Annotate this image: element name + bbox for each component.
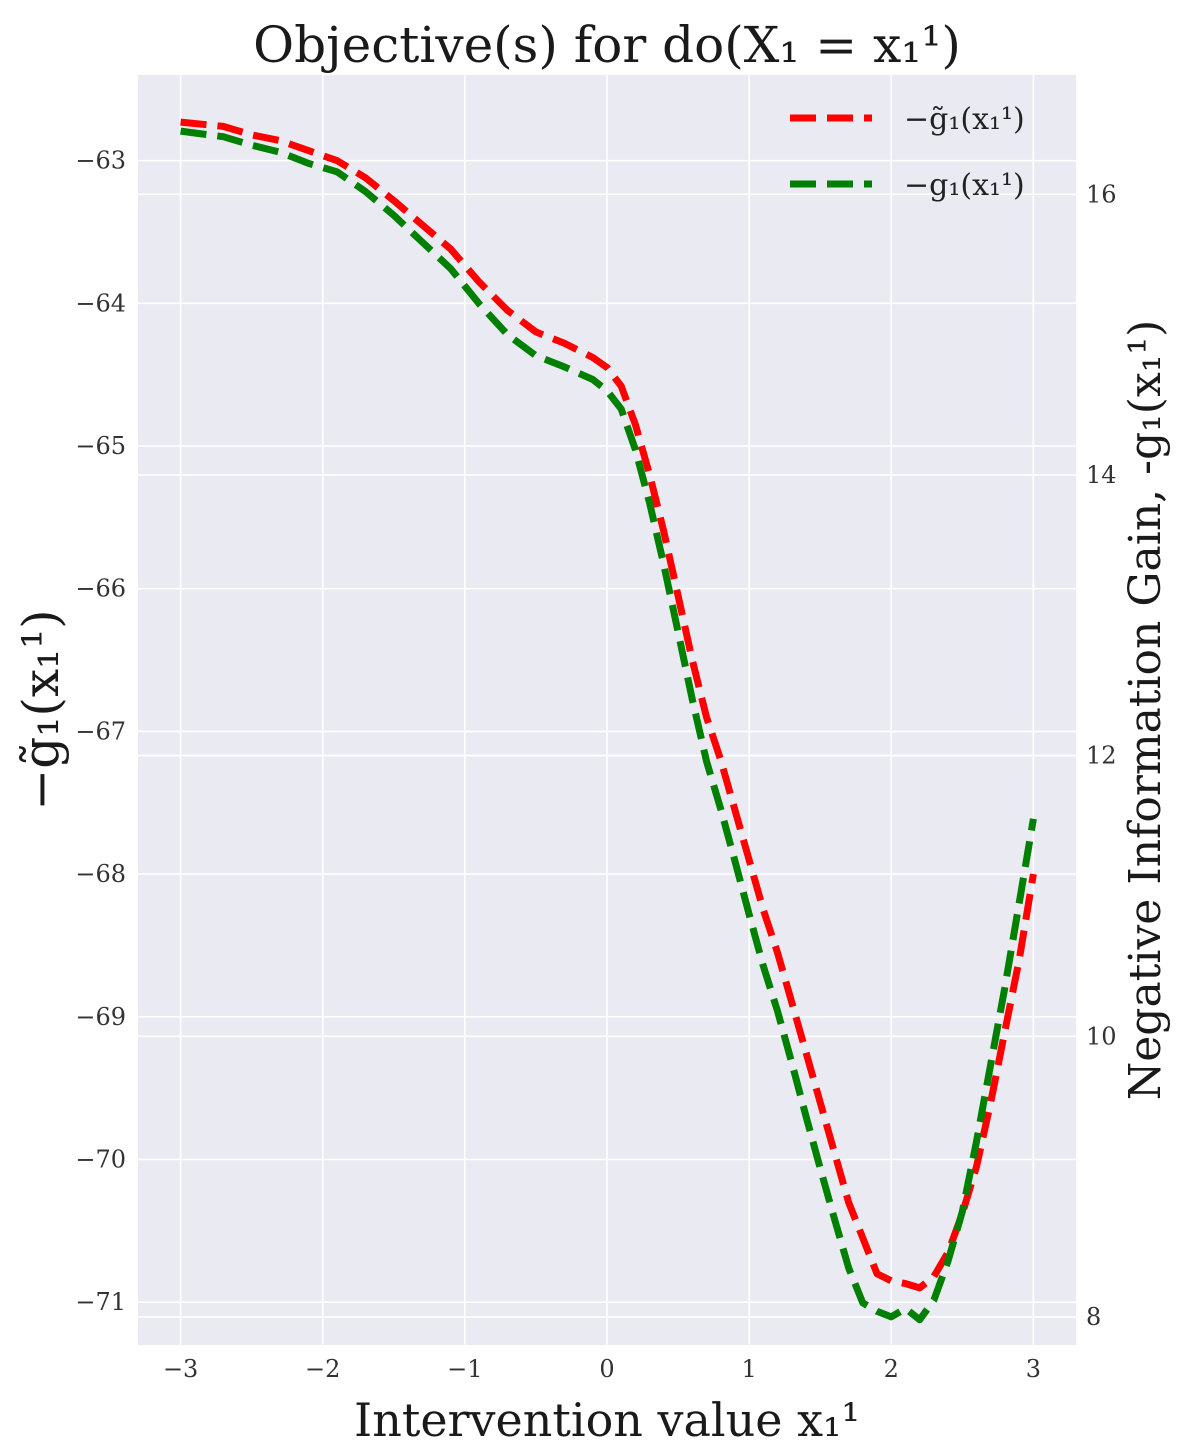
y-left-tick-label: −68 xyxy=(75,860,126,888)
y-right-axis-label: Negative Information Gain, -g₁(x₁¹) xyxy=(1120,320,1171,1100)
x-tick-label: 2 xyxy=(884,1355,899,1383)
y-right-tick-label: 10 xyxy=(1086,1022,1117,1050)
x-tick-label: −2 xyxy=(305,1355,340,1383)
x-tick-labels: −3 −2 −1 0 1 2 3 xyxy=(163,1355,1041,1383)
x-tick-label: 0 xyxy=(599,1355,614,1383)
legend-label-1: −g̃₁(x₁¹) xyxy=(904,102,1025,137)
x-tick-label: −1 xyxy=(447,1355,482,1383)
x-tick-label: −3 xyxy=(163,1355,198,1383)
series-lines xyxy=(180,118,1037,1324)
series-line-1 xyxy=(180,118,1037,1292)
y-right-tick-label: 14 xyxy=(1086,461,1117,489)
series-line-2 xyxy=(180,127,1037,1324)
y-left-tick-label: −65 xyxy=(75,432,126,460)
y-right-tick-label: 12 xyxy=(1086,742,1117,770)
y-left-tick-label: −63 xyxy=(75,147,126,175)
y-left-tick-label: −66 xyxy=(75,575,126,603)
y-left-tick-labels: −63 −64 −65 −66 −67 −68 −69 −70 −71 xyxy=(75,147,126,1317)
y-left-tick-label: −71 xyxy=(75,1288,126,1316)
y-right-tick-labels: 16 14 12 10 8 xyxy=(1086,180,1117,1331)
chart-title: Objective(s) for do(X₁ = x₁¹) xyxy=(253,16,961,74)
legend: −g̃₁(x₁¹) −g₁(x₁¹) xyxy=(790,102,1025,203)
y-left-axis-label: −g̃₁(x₁¹) xyxy=(12,609,70,810)
x-tick-label: 1 xyxy=(741,1355,756,1383)
y-left-tick-label: −69 xyxy=(75,1003,126,1031)
y-right-tick-label: 16 xyxy=(1086,180,1117,208)
x-tick-label: 3 xyxy=(1026,1355,1041,1383)
legend-label-2: −g₁(x₁¹) xyxy=(904,168,1025,203)
y-left-tick-label: −64 xyxy=(75,289,126,317)
y-right-tick-label: 8 xyxy=(1086,1303,1101,1331)
x-axis-label: Intervention value x₁¹ xyxy=(354,1393,860,1447)
y-left-tick-label: −67 xyxy=(75,717,126,745)
y-left-tick-label: −70 xyxy=(75,1145,126,1173)
